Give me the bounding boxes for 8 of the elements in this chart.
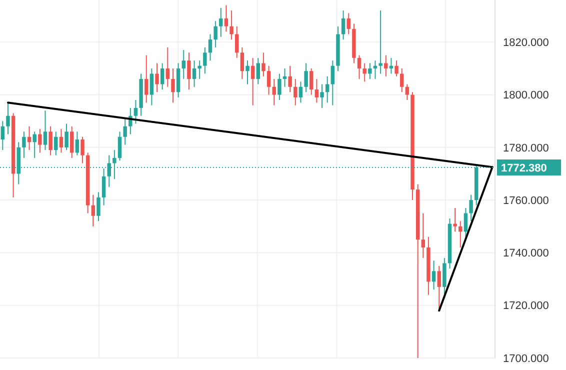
- y-tick-label: 1820.000: [503, 36, 549, 49]
- y-tick-label: 1700.000: [503, 352, 549, 365]
- y-tick-label: 1720.000: [503, 300, 549, 312]
- ref-line-label: 1772.380: [501, 162, 547, 174]
- y-tick-label: 1760.000: [503, 194, 549, 207]
- y-tick-label: 1800.000: [503, 90, 549, 102]
- y-tick-label: 1740.000: [503, 248, 549, 260]
- y-tick-label: 1780.000: [503, 142, 549, 154]
